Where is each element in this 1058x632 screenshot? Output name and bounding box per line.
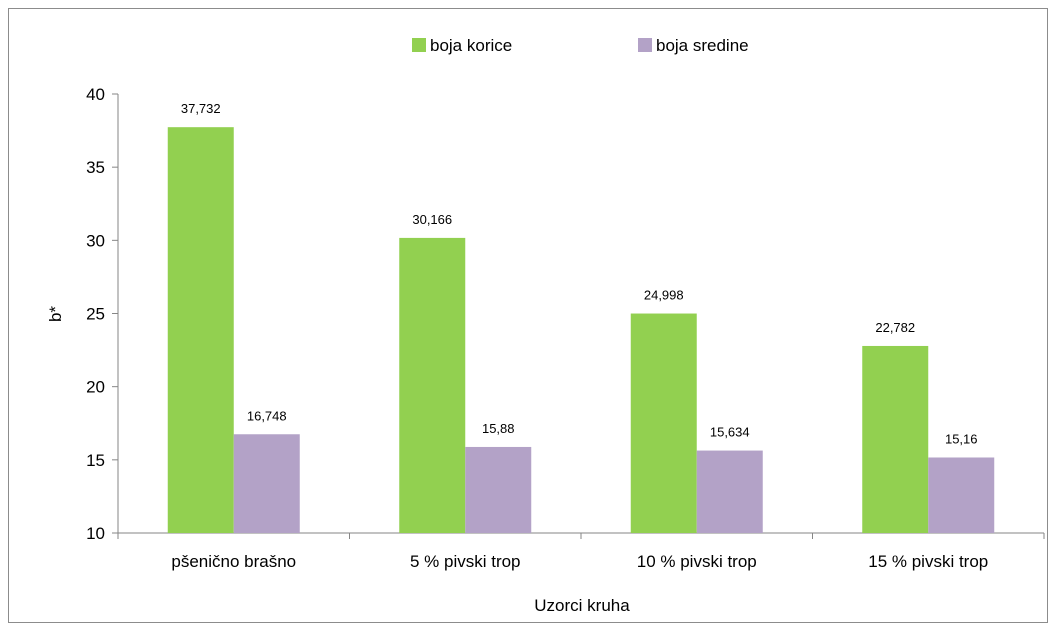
y-axis-title: b* bbox=[46, 306, 65, 322]
y-tick-label: 10 bbox=[86, 524, 105, 543]
bar-boja-korice bbox=[630, 313, 697, 533]
bar-boja-korice bbox=[862, 345, 929, 533]
y-tick-label: 20 bbox=[86, 378, 105, 397]
bar-boja-korice bbox=[167, 127, 234, 533]
data-label: 22,782 bbox=[875, 320, 915, 335]
y-tick-label: 30 bbox=[86, 231, 105, 250]
data-label: 15,16 bbox=[945, 431, 978, 446]
data-label: 37,732 bbox=[181, 101, 221, 116]
legend-label-boja-sredine: boja sredine bbox=[656, 36, 749, 55]
y-tick-label: 25 bbox=[86, 305, 105, 324]
data-label: 30,166 bbox=[412, 212, 452, 227]
bar-boja-sredine bbox=[465, 446, 532, 533]
data-label: 16,748 bbox=[247, 408, 287, 423]
data-label: 24,998 bbox=[644, 288, 684, 303]
x-tick-label: 5 % pivski trop bbox=[410, 552, 521, 571]
legend-swatch-boja-sredine bbox=[638, 38, 652, 52]
bar-boja-sredine bbox=[696, 450, 763, 533]
x-axis-title: Uzorci kruha bbox=[534, 596, 630, 615]
bar-boja-korice bbox=[399, 237, 466, 533]
y-tick-label: 35 bbox=[86, 158, 105, 177]
legend-swatch-boja-korice bbox=[412, 38, 426, 52]
x-tick-label: 10 % pivski trop bbox=[637, 552, 757, 571]
y-tick-label: 15 bbox=[86, 451, 105, 470]
bar-boja-sredine bbox=[928, 457, 995, 533]
bar-boja-sredine bbox=[233, 434, 300, 533]
legend-label-boja-korice: boja korice bbox=[430, 36, 512, 55]
data-labels: 37,732 30,166 24,998 22,782 16,748 15,88 15,63… bbox=[181, 101, 978, 446]
data-label: 15,634 bbox=[710, 425, 750, 440]
y-tick-label: 40 bbox=[86, 85, 105, 104]
data-label: 15,88 bbox=[482, 421, 515, 436]
legend: boja korice boja sredine bbox=[412, 36, 749, 55]
x-tick-label: pšenično brašno bbox=[171, 552, 296, 571]
bars bbox=[167, 127, 995, 533]
x-tick-label: 15 % pivski trop bbox=[868, 552, 988, 571]
